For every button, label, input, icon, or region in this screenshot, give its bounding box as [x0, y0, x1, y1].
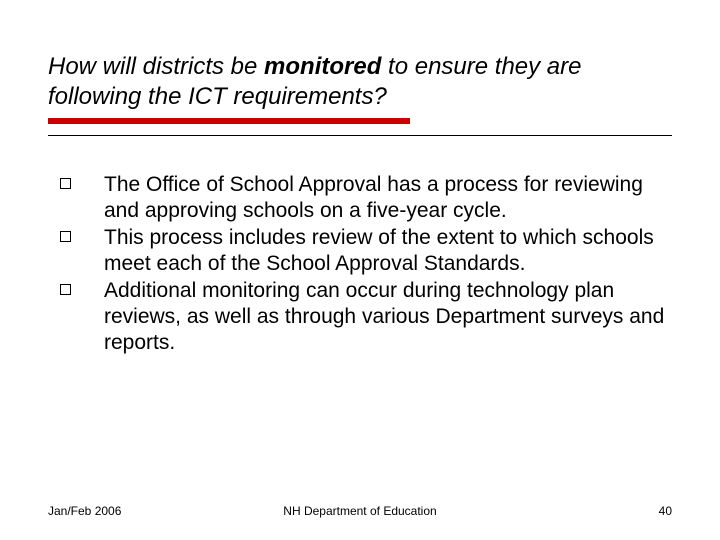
title-text: How will districts be monitored to ensur… — [48, 52, 672, 112]
footer-org: NH Department of Education — [0, 504, 720, 518]
bullet-text: Additional monitoring can occur during t… — [104, 279, 664, 353]
bullet-text: This process includes review of the exte… — [104, 226, 654, 275]
slide: How will districts be monitored to ensur… — [0, 0, 720, 540]
list-item: The Office of School Approval has a proc… — [60, 172, 672, 223]
slide-footer: Jan/Feb 2006 NH Department of Education … — [0, 504, 720, 518]
rule-accent — [48, 118, 410, 124]
bullet-list: The Office of School Approval has a proc… — [48, 172, 672, 355]
square-bullet-icon — [60, 284, 71, 295]
list-item: Additional monitoring can occur during t… — [60, 278, 672, 355]
rule-thin — [48, 135, 672, 136]
square-bullet-icon — [60, 231, 71, 242]
title-bold: monitored — [264, 53, 381, 80]
slide-title: How will districts be monitored to ensur… — [48, 52, 672, 112]
bullet-text: The Office of School Approval has a proc… — [104, 173, 643, 222]
title-rule — [48, 118, 672, 136]
square-bullet-icon — [60, 178, 71, 189]
list-item: This process includes review of the exte… — [60, 225, 672, 276]
title-pre: How will districts be — [48, 53, 264, 80]
